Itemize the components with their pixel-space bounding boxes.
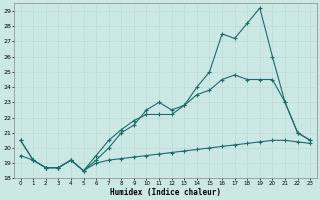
X-axis label: Humidex (Indice chaleur): Humidex (Indice chaleur) xyxy=(110,188,221,197)
